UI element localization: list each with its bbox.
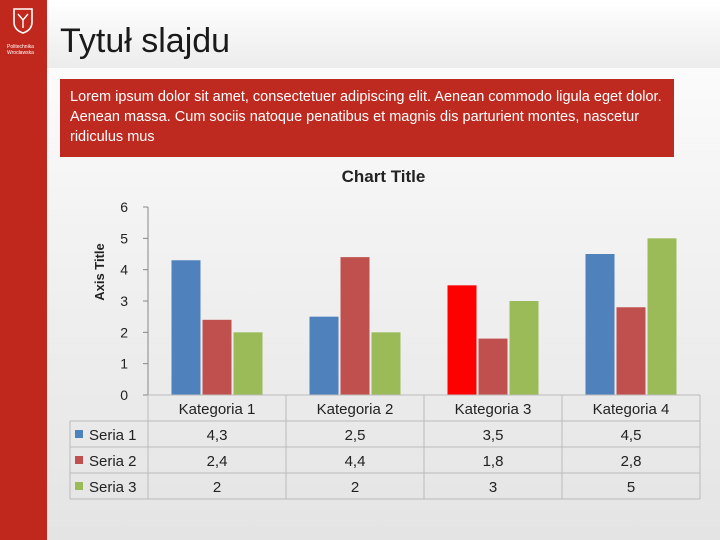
body-text-box: Lorem ipsum dolor sit amet, consectetuer…	[60, 79, 674, 157]
bar	[585, 254, 615, 395]
bar	[340, 257, 370, 395]
y-tick-label: 2	[120, 324, 128, 340]
y-tick-label: 4	[120, 262, 128, 278]
logo-text: Politechnika Wrocławska	[7, 44, 34, 56]
bar	[647, 238, 677, 395]
data-label: 4,5	[621, 427, 642, 444]
category-label: Kategoria 2	[317, 401, 394, 418]
data-label: 2,8	[621, 453, 642, 470]
chart-title: Chart Title	[341, 167, 426, 186]
legend-key	[75, 430, 83, 438]
data-label: 3,5	[483, 427, 504, 444]
data-label: 2	[213, 479, 221, 496]
legend-key	[75, 482, 83, 490]
data-label: 2,5	[345, 427, 366, 444]
bar	[233, 332, 263, 395]
y-tick-label: 5	[120, 230, 128, 246]
bar	[371, 332, 401, 395]
data-label: 1,8	[483, 453, 504, 470]
bar	[478, 338, 508, 395]
series-name: Seria 3	[89, 479, 137, 496]
series-name: Seria 1	[89, 427, 137, 444]
y-tick-label: 1	[120, 356, 128, 372]
y-tick-label: 3	[120, 293, 128, 309]
data-label: 2,4	[207, 453, 228, 470]
bar	[171, 260, 201, 395]
brand-sidebar: Politechnika Wrocławska	[0, 0, 47, 540]
data-label: 3	[489, 479, 497, 496]
bar	[616, 307, 646, 395]
bar	[447, 285, 477, 395]
slide-title: Tytuł slajdu	[60, 22, 231, 60]
university-logo: Politechnika Wrocławska	[7, 8, 40, 66]
data-label: 2	[351, 479, 359, 496]
shield-icon	[13, 8, 33, 34]
title-header	[47, 0, 720, 68]
category-label: Kategoria 3	[455, 401, 532, 418]
category-label: Kategoria 4	[593, 401, 670, 418]
data-label: 4,3	[207, 427, 228, 444]
category-label: Kategoria 1	[179, 401, 256, 418]
y-tick-label: 6	[120, 199, 128, 215]
bar	[309, 316, 339, 395]
data-label: 4,4	[345, 453, 366, 470]
y-tick-label: 0	[120, 387, 128, 403]
legend-key	[75, 456, 83, 464]
series-name: Seria 2	[89, 453, 137, 470]
data-label: 5	[627, 479, 635, 496]
bar	[202, 319, 232, 395]
bar	[509, 301, 539, 395]
